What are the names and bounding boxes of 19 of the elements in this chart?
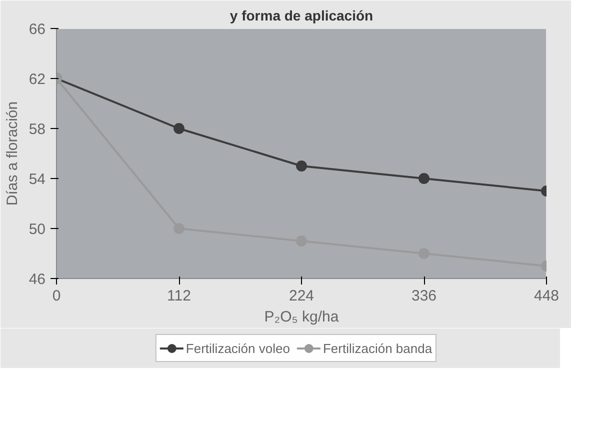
legend-label: Fertilización voleo — [186, 340, 290, 356]
y-tick-label: 54 — [28, 171, 46, 188]
point — [418, 173, 430, 184]
y-tick-label: 58 — [28, 121, 46, 138]
point — [296, 160, 307, 172]
legend-label: Fertilización banda — [322, 340, 432, 356]
x-tick-label: 0 — [52, 288, 61, 304]
x-tick-label: 448 — [534, 288, 560, 304]
y-tick-label: 62 — [28, 71, 46, 88]
y-tick-label: 46 — [28, 271, 46, 288]
y-tick-label: 50 — [28, 221, 46, 238]
point — [174, 123, 184, 134]
x-tick-label: 112 — [167, 288, 191, 304]
y-tick-label: 66 — [28, 21, 46, 38]
chart-title: y forma de aplicación — [230, 8, 374, 24]
x-tick-label: 224 — [288, 288, 314, 304]
y-axis-title: Días a floración — [4, 101, 21, 206]
x-axis-title: P₂O₅ kg/ha — [264, 308, 340, 326]
x-tick-label: 336 — [411, 288, 437, 304]
